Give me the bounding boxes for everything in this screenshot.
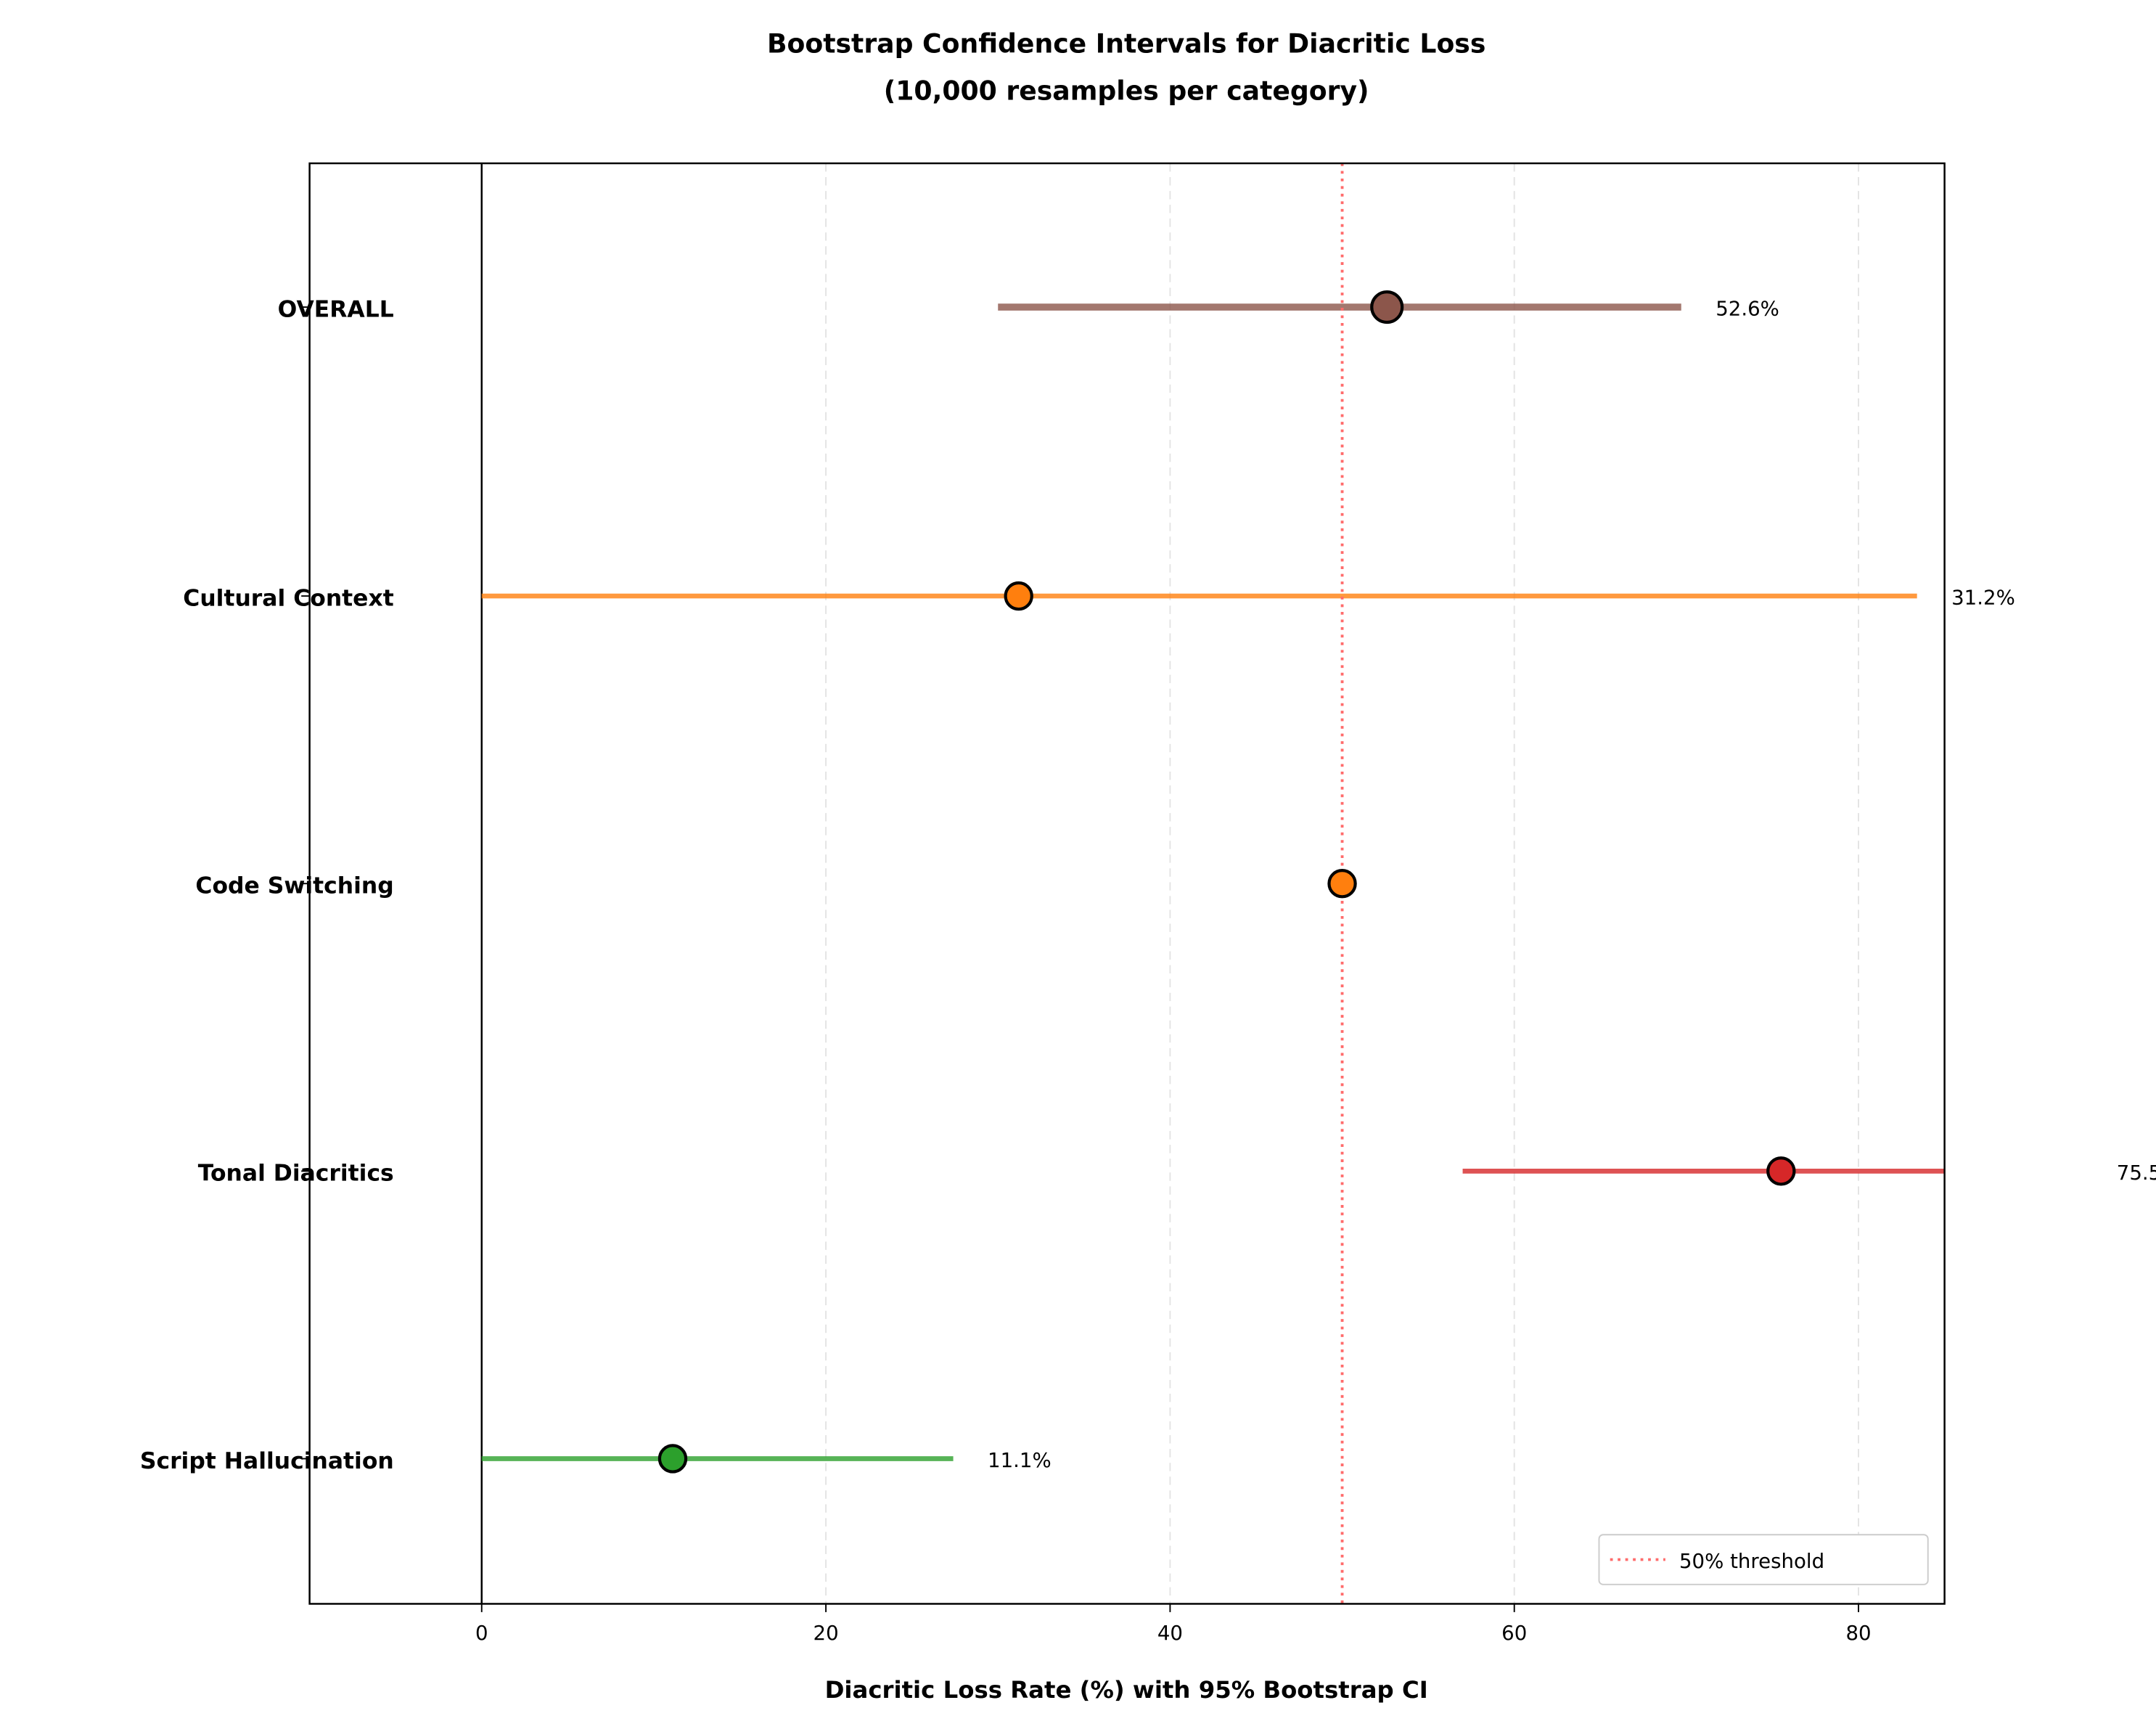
plot-frame <box>308 162 1946 1605</box>
point-estimate <box>1766 1156 1796 1186</box>
legend-threshold-label: 50% threshold <box>1679 1549 1824 1573</box>
category-label: Script Hallucination <box>140 1448 394 1474</box>
x-tick-label: 40 <box>1157 1621 1183 1645</box>
value-label: 75.5% <box>2117 1161 2156 1185</box>
marks: 52.6% 31.2% 75.5% 11.1% <box>480 163 2156 1604</box>
legend: 50% threshold <box>1598 1534 1929 1585</box>
category-label: Tonal Diacritics <box>198 1161 394 1187</box>
chart-title: Bootstrap Confidence Intervals for Diacr… <box>767 28 1485 60</box>
category-label: Code Switching <box>195 873 393 899</box>
point-estimate <box>1004 581 1033 611</box>
chart-subtitle: (10,000 resamples per category) <box>884 75 1369 106</box>
point-estimate <box>657 1444 688 1474</box>
category-label: Cultural Context <box>183 585 394 611</box>
x-tick-label: 60 <box>1501 1621 1527 1645</box>
value-label: 52.6% <box>1716 296 1779 320</box>
category-label: OVERALL <box>278 296 394 322</box>
value-label: 11.1% <box>988 1448 1052 1472</box>
x-tick-label: 0 <box>475 1621 488 1645</box>
point-estimate <box>1370 290 1404 324</box>
point-estimate <box>1327 869 1357 899</box>
value-label: 31.2% <box>1951 586 2015 610</box>
x-axis-label: Diacritic Loss Rate (%) with 95% Bootstr… <box>825 1676 1428 1704</box>
grid <box>480 163 1859 1604</box>
x-tick-label: 20 <box>813 1621 839 1645</box>
axes: 0 20 40 60 80 OVERALL Cultural Context Code Swi… <box>140 296 1872 1645</box>
x-tick-label: 80 <box>1845 1621 1871 1645</box>
legend-box <box>1598 1534 1929 1585</box>
